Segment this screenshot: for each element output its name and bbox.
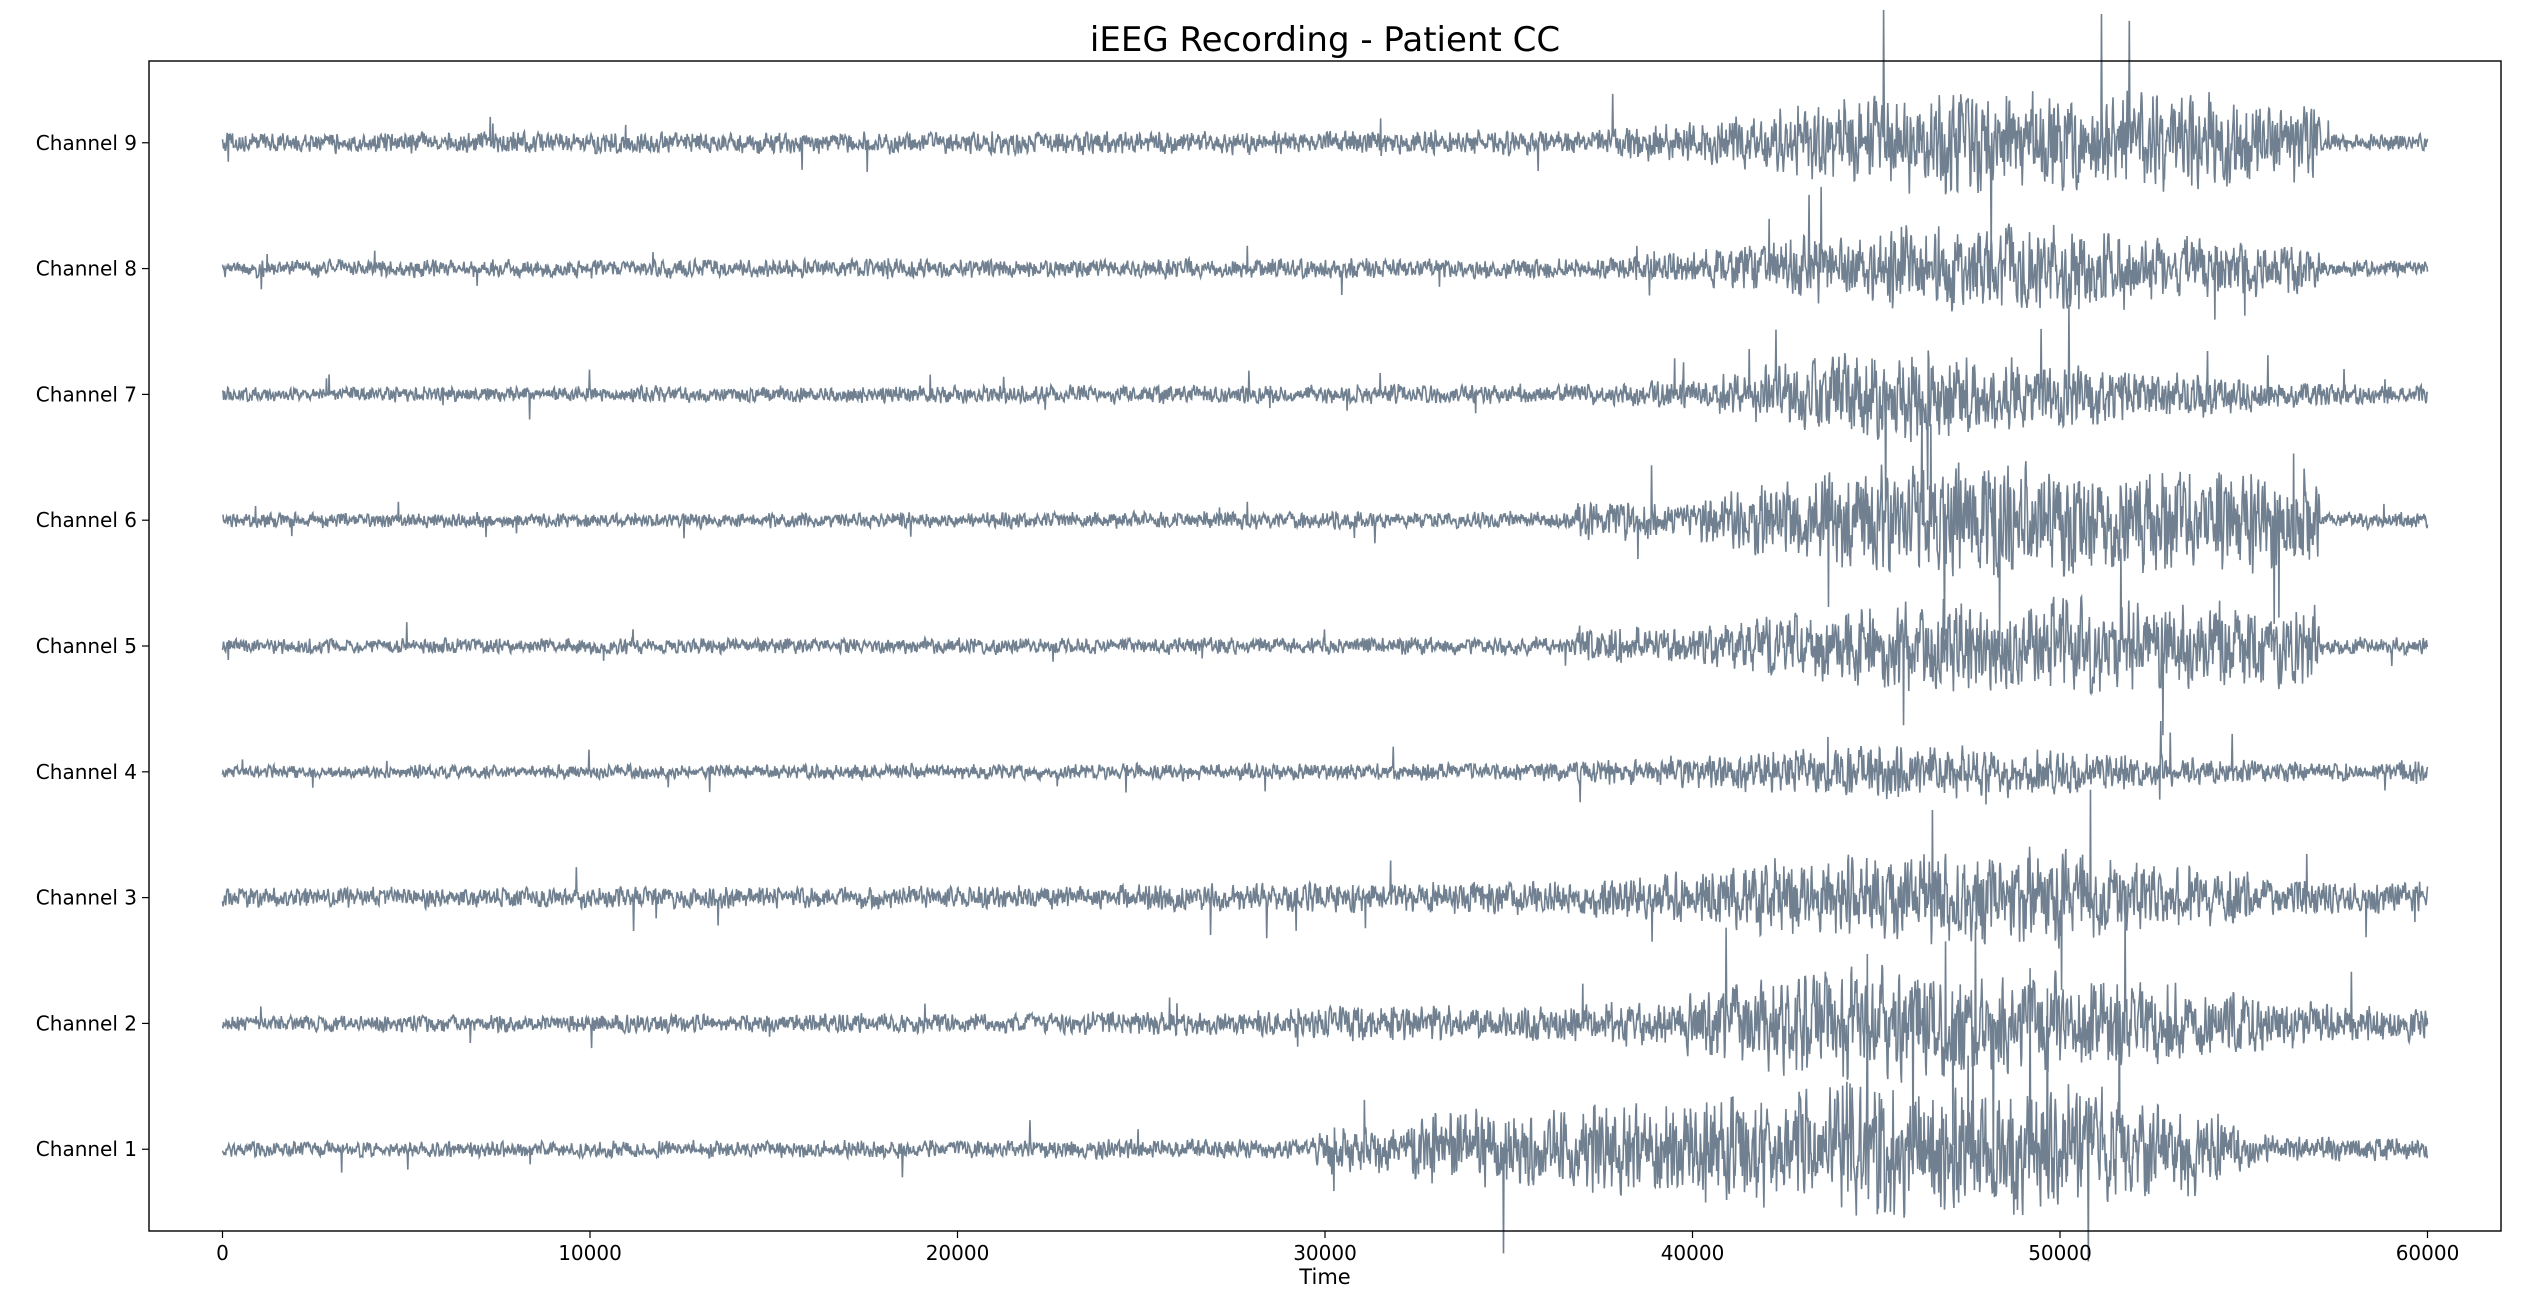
x-tick-label: 60000: [2396, 1241, 2460, 1265]
trace-channel-2: [221, 914, 2429, 1186]
y-tick-label: Channel 1: [36, 1137, 137, 1161]
trace-group: [221, 9, 2429, 1262]
x-tick-label: 30000: [1293, 1241, 1357, 1265]
y-tick-label: Channel 9: [36, 131, 137, 155]
y-tick-label: Channel 6: [36, 508, 137, 532]
y-tick-label: Channel 4: [36, 760, 137, 784]
x-tick-label: 20000: [926, 1241, 990, 1265]
trace-channel-3: [221, 789, 2429, 991]
trace-channel-8: [221, 186, 2429, 320]
x-axis-label: Time: [1298, 1265, 1350, 1289]
chart-title: iEEG Recording - Patient CC: [1090, 20, 1560, 60]
x-tick-label: 50000: [2028, 1241, 2092, 1265]
x-tick-group: 0 10000 20000 30000 40000 50000 60000: [216, 1231, 2459, 1265]
trace-channel-4: [221, 720, 2429, 805]
trace-channel-9: [221, 9, 2429, 259]
y-tick-label: Channel 3: [36, 886, 137, 910]
y-tick-label: Channel 5: [36, 634, 137, 658]
x-tick-label: 0: [216, 1241, 229, 1265]
y-tick-label: Channel 2: [36, 1011, 137, 1035]
x-tick-label: 40000: [1661, 1241, 1725, 1265]
trace-channel-7: [221, 304, 2429, 512]
y-tick-group: Channel 9 Channel 8 Channel 7 Channel 6 Chan…: [36, 131, 149, 1161]
trace-channel-1: [221, 953, 2429, 1262]
y-tick-label: Channel 7: [36, 382, 137, 406]
trace-channel-6: [222, 406, 2429, 647]
y-tick-label: Channel 8: [36, 257, 137, 281]
x-tick-label: 10000: [558, 1241, 622, 1265]
trace-channel-5: [221, 548, 2429, 736]
